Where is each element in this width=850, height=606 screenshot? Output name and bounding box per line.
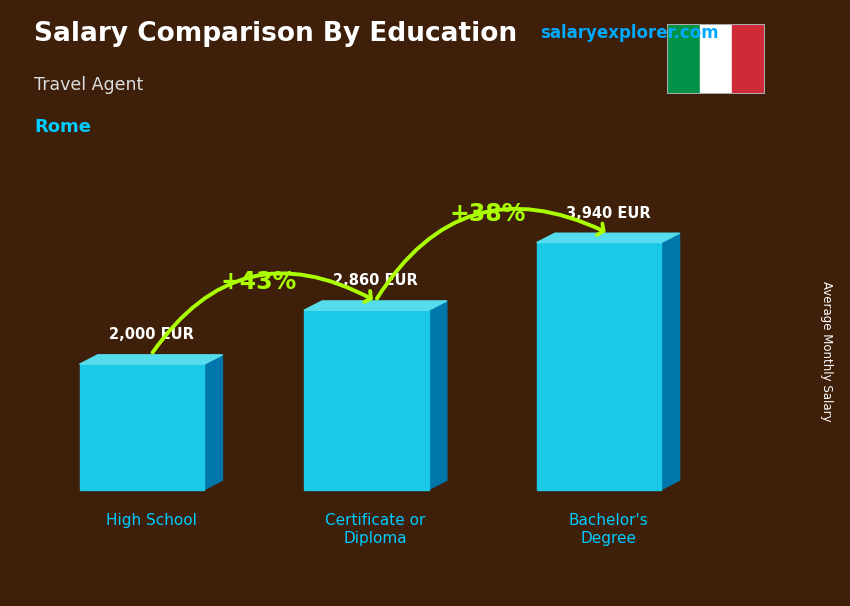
Text: +43%: +43% xyxy=(221,270,298,294)
Polygon shape xyxy=(661,233,680,490)
Bar xyxy=(80,364,204,490)
Text: +38%: +38% xyxy=(450,202,526,226)
Bar xyxy=(304,310,428,490)
Text: Salary Comparison By Education: Salary Comparison By Education xyxy=(34,21,517,47)
Polygon shape xyxy=(536,233,680,242)
Bar xyxy=(667,24,700,94)
Text: High School: High School xyxy=(105,513,196,528)
Polygon shape xyxy=(80,355,223,364)
Polygon shape xyxy=(304,301,447,310)
Text: Average Monthly Salary: Average Monthly Salary xyxy=(819,281,833,422)
Text: Certificate or
Diploma: Certificate or Diploma xyxy=(326,513,426,546)
Text: Travel Agent: Travel Agent xyxy=(34,76,144,94)
Bar xyxy=(536,242,661,490)
Text: 2,860 EUR: 2,860 EUR xyxy=(333,273,417,288)
Text: Rome: Rome xyxy=(34,118,91,136)
Polygon shape xyxy=(428,301,447,490)
Text: 2,000 EUR: 2,000 EUR xyxy=(109,327,194,342)
Bar xyxy=(700,24,733,94)
Text: 3,940 EUR: 3,940 EUR xyxy=(566,205,650,221)
Text: salaryexplorer.com: salaryexplorer.com xyxy=(540,24,718,42)
Text: Bachelor's
Degree: Bachelor's Degree xyxy=(569,513,648,546)
Polygon shape xyxy=(204,355,223,490)
Bar xyxy=(733,24,765,94)
